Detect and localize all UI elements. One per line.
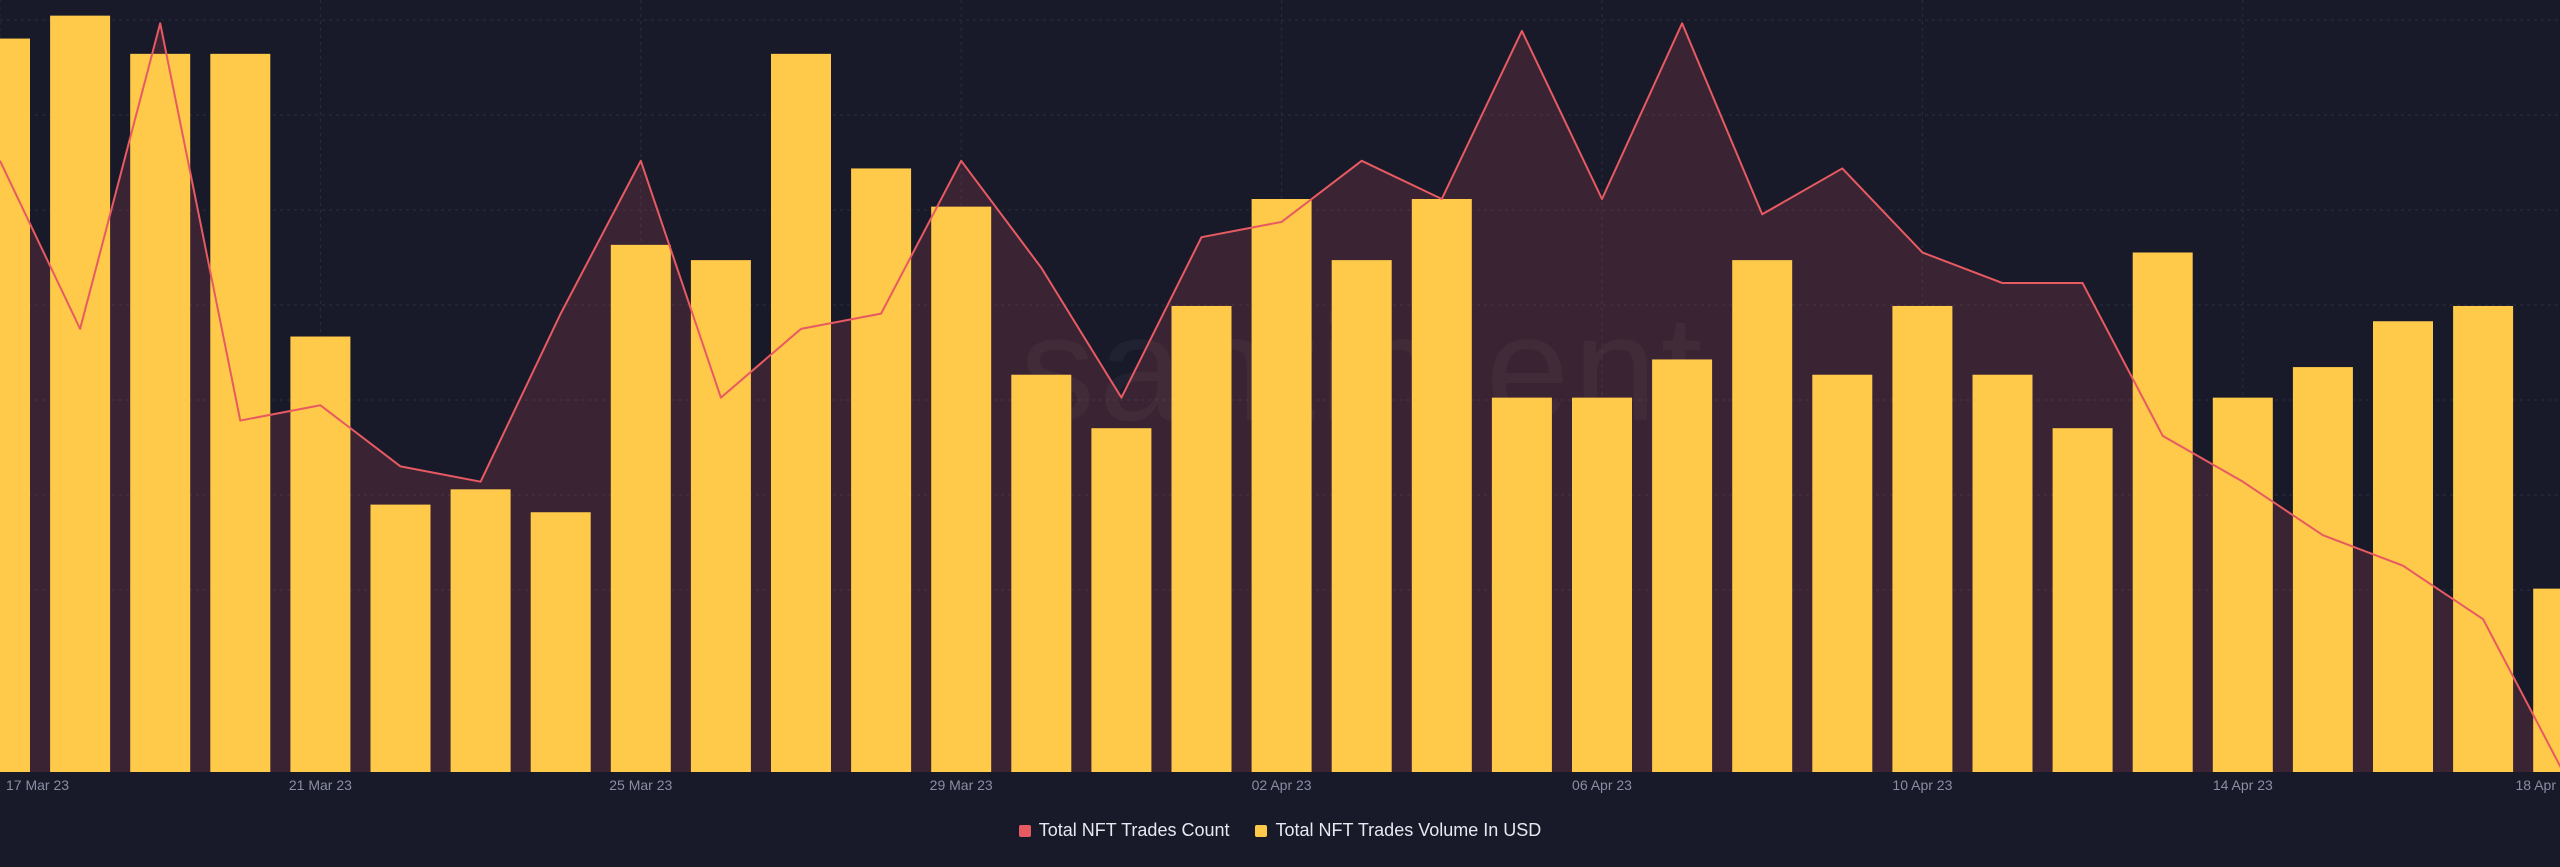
volume-bar[interactable] <box>2132 252 2193 773</box>
legend-item-trades-count[interactable]: Total NFT Trades Count <box>1018 820 1230 841</box>
legend-item-trades-volume[interactable]: Total NFT Trades Volume In USD <box>1255 820 1541 841</box>
volume-bar[interactable] <box>1331 260 1392 772</box>
volume-bar[interactable] <box>690 260 751 772</box>
x-tick-label: 06 Apr 23 <box>1572 777 1632 793</box>
x-tick-label: 18 Apr <box>2516 777 2557 793</box>
volume-bar[interactable] <box>1732 260 1793 772</box>
legend-label-trades-count: Total NFT Trades Count <box>1038 820 1230 840</box>
volume-bar[interactable] <box>0 38 30 773</box>
volume-bar[interactable] <box>2453 305 2514 772</box>
volume-bar[interactable] <box>2292 367 2353 772</box>
volume-bar[interactable] <box>1892 305 1953 772</box>
volume-bar[interactable] <box>130 53 191 772</box>
volume-bar[interactable] <box>370 504 431 772</box>
volume-bar[interactable] <box>210 53 271 772</box>
volume-bar[interactable] <box>931 206 992 772</box>
volume-bar[interactable] <box>1572 397 1632 772</box>
x-tick-label: 10 Apr 23 <box>1892 777 1952 793</box>
volume-bar[interactable] <box>2212 397 2273 772</box>
volume-bar[interactable] <box>50 15 111 772</box>
volume-bar[interactable] <box>1411 199 1472 772</box>
volume-bar[interactable] <box>450 489 511 772</box>
volume-bar[interactable] <box>1652 359 1713 772</box>
bar-layer <box>0 15 2560 773</box>
x-axis: 17 Mar 23 21 Mar 23 25 Mar 23 29 Mar 23 02 A… <box>6 777 2556 793</box>
volume-bar[interactable] <box>851 168 912 772</box>
x-tick-label: 21 Mar 23 <box>289 777 352 793</box>
legend-swatch-trades-count <box>1018 824 1031 837</box>
volume-bar[interactable] <box>530 512 591 772</box>
volume-bar[interactable] <box>1491 397 1552 772</box>
x-tick-label: 25 Mar 23 <box>609 777 672 793</box>
volume-bar[interactable] <box>1812 374 1873 772</box>
volume-bar[interactable] <box>1171 305 1232 772</box>
x-tick-label: 29 Mar 23 <box>930 777 993 793</box>
trades-count-line[interactable] <box>0 22 2560 772</box>
volume-bar[interactable] <box>610 244 671 773</box>
x-tick-label: 14 Apr 23 <box>2213 777 2273 793</box>
volume-bar[interactable] <box>1972 374 2033 772</box>
volume-bar[interactable] <box>2533 588 2560 772</box>
legend-swatch-trades-volume <box>1255 824 1268 837</box>
x-tick-label: 17 Mar 23 <box>6 777 69 793</box>
legend: Total NFT Trades Count Total NFT Trades … <box>0 820 2560 841</box>
x-tick-label: 02 Apr 23 <box>1252 777 1312 793</box>
volume-bar[interactable] <box>2052 428 2113 772</box>
volume-bar[interactable] <box>2373 321 2433 772</box>
legend-label-trades-volume: Total NFT Trades Volume In USD <box>1275 820 1542 840</box>
volume-bar[interactable] <box>1011 374 1072 772</box>
line-layer <box>0 22 2560 772</box>
volume-bar[interactable] <box>1251 199 1312 772</box>
volume-bar[interactable] <box>290 336 351 772</box>
volume-bar[interactable] <box>771 53 831 772</box>
volume-bar[interactable] <box>1091 428 1152 772</box>
